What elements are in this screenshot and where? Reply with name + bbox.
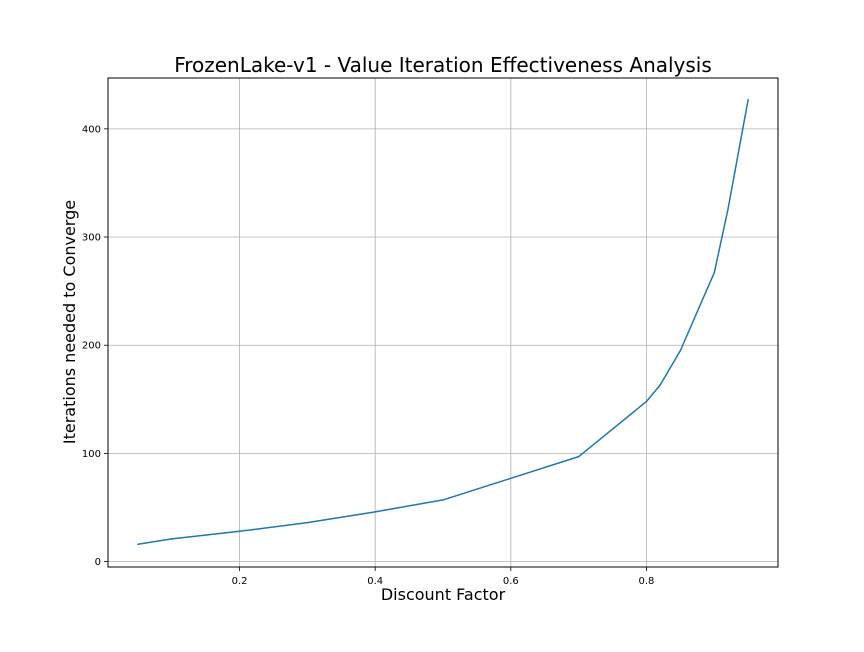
data-point xyxy=(679,349,682,352)
data-point xyxy=(645,400,648,403)
y-tick-label: 400 xyxy=(82,124,101,135)
x-tick-label: 0.4 xyxy=(367,576,383,587)
data-point xyxy=(659,384,661,386)
data-point xyxy=(727,209,729,211)
x-axis-label: Discount Factor xyxy=(381,585,506,604)
data-point xyxy=(170,538,173,540)
chart-title: FrozenLake-v1 - Value Iteration Effectiv… xyxy=(174,53,712,77)
data-point xyxy=(510,477,512,480)
y-tick-label: 200 xyxy=(82,341,101,352)
data-point xyxy=(374,511,376,513)
y-tick-label: 100 xyxy=(82,449,101,460)
y-tick-label: 0 xyxy=(95,557,101,568)
data-point xyxy=(238,530,241,533)
data-point xyxy=(713,271,716,274)
data-point xyxy=(306,521,309,524)
data-point xyxy=(442,499,444,501)
grid-lines xyxy=(108,78,778,567)
data-point xyxy=(577,455,580,458)
plot-area-frame xyxy=(107,77,779,568)
series-layer xyxy=(137,98,749,546)
y-axis-label: Iterations needed to Converge xyxy=(60,200,79,444)
x-tick-label: 0.8 xyxy=(638,576,654,587)
axis-ticks: 0.2 0.4 0.6 0.8 0 100 200 300 400 xyxy=(82,124,654,587)
data-point xyxy=(747,98,749,101)
data-point xyxy=(137,543,139,546)
series-line xyxy=(137,99,749,546)
y-tick-label: 300 xyxy=(82,233,101,244)
x-tick-label: 0.2 xyxy=(232,576,248,587)
x-tick-label: 0.6 xyxy=(503,576,519,587)
